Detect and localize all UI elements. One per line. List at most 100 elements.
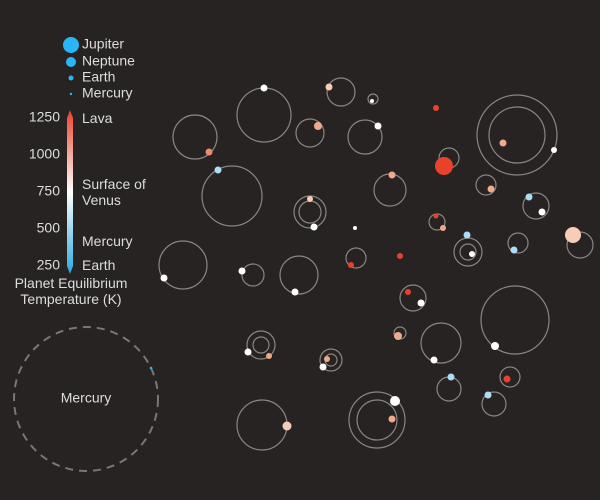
reference-label: Mercury <box>61 390 112 406</box>
planet <box>390 396 400 406</box>
legend-dot <box>66 57 76 67</box>
orbit <box>373 173 407 207</box>
colorbar-annotation: Surface of Venus <box>82 176 146 208</box>
planet <box>484 391 492 399</box>
planet <box>319 363 327 371</box>
planet <box>491 342 499 350</box>
orbit <box>236 399 288 451</box>
orbit <box>347 119 383 155</box>
colorbar-title: Planet Equilibrium Temperature (K) <box>14 275 128 307</box>
planet <box>503 375 511 383</box>
orbit <box>453 237 483 267</box>
orbit <box>481 391 507 417</box>
orbit <box>436 376 462 402</box>
planet <box>282 421 292 431</box>
colorbar-annotation: Mercury <box>82 232 133 249</box>
planet <box>160 274 168 282</box>
planet <box>374 122 382 130</box>
orbit <box>522 192 550 220</box>
planet <box>565 227 581 243</box>
planet <box>435 157 453 175</box>
orbit <box>201 165 263 227</box>
orbit <box>172 114 218 160</box>
orbit <box>399 284 427 312</box>
orbit <box>499 366 521 388</box>
planet <box>525 193 533 201</box>
colorbar-tick-label: 1000 <box>29 146 60 162</box>
planet <box>487 185 495 193</box>
legend-label: Mercury <box>82 85 133 101</box>
colorbar-annotation: Lava <box>82 110 113 126</box>
planet <box>324 356 330 362</box>
orbit <box>236 87 292 143</box>
planet <box>447 373 455 381</box>
planet <box>244 348 252 356</box>
planet <box>370 99 374 103</box>
orbit <box>252 336 270 354</box>
colorbar <box>67 110 73 274</box>
legend-dot <box>69 92 73 96</box>
orbit <box>298 200 322 224</box>
colorbar-tick-label: 250 <box>37 257 61 273</box>
orbit <box>475 174 497 196</box>
colorbar-annotation: Earth <box>82 257 116 274</box>
planet <box>238 267 246 275</box>
planet <box>307 196 313 202</box>
orbit <box>326 77 356 107</box>
planet <box>291 288 299 296</box>
planet <box>551 147 557 153</box>
legend-dot <box>68 75 74 81</box>
orbit <box>476 94 558 176</box>
planet <box>405 289 411 295</box>
orbit <box>459 243 477 261</box>
orbit <box>246 330 276 360</box>
planet <box>433 105 439 111</box>
planet <box>214 166 222 174</box>
colorbar-tick-label: 750 <box>37 183 61 199</box>
planet-systems <box>158 77 594 451</box>
legend-label: Neptune <box>82 53 135 69</box>
planet <box>538 208 546 216</box>
planet <box>510 246 518 254</box>
planet <box>388 415 396 423</box>
legend-label: Jupiter <box>82 36 124 52</box>
planet <box>388 171 396 179</box>
planet <box>397 253 403 259</box>
planet <box>469 251 475 257</box>
planet <box>417 299 425 307</box>
planet <box>499 139 507 147</box>
planet <box>310 223 318 231</box>
orbit <box>241 263 265 287</box>
planet <box>314 122 322 130</box>
reference-planet <box>149 366 153 370</box>
planet <box>430 356 438 364</box>
orbit <box>367 93 379 105</box>
legend-label: Earth <box>82 69 115 85</box>
orbit <box>480 285 550 355</box>
orbit <box>295 118 325 148</box>
planet <box>463 231 471 239</box>
legend-dot <box>63 37 79 53</box>
planet <box>433 213 439 219</box>
orbit <box>356 399 398 441</box>
planet <box>205 148 213 156</box>
planet <box>353 226 357 230</box>
orbit <box>348 391 406 449</box>
planet <box>266 353 272 359</box>
orbit <box>319 348 343 372</box>
orbit <box>507 232 529 254</box>
planet <box>394 332 402 340</box>
orbit <box>488 106 546 164</box>
orbit <box>345 247 367 269</box>
orbit <box>420 322 462 364</box>
colorbar-tick-label: 500 <box>37 220 61 236</box>
planet <box>325 83 333 91</box>
colorbar-tick-label: 1250 <box>29 109 60 125</box>
orbit <box>279 255 319 295</box>
planet <box>440 225 446 231</box>
orbit <box>158 240 208 290</box>
planet <box>260 84 268 92</box>
planet <box>348 262 354 268</box>
